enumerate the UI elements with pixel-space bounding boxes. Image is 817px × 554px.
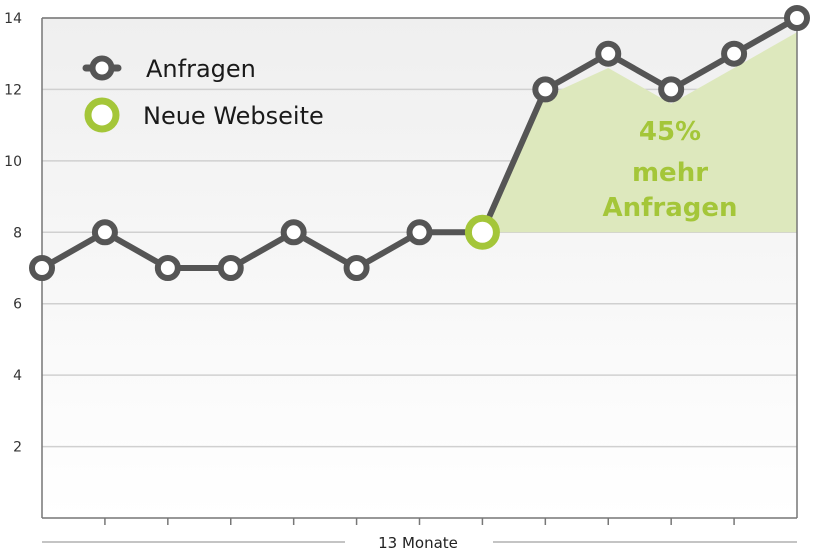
y-tick-label: 4 — [13, 368, 22, 384]
legend-label-neue-webseite: Neue Webseite — [143, 102, 324, 130]
y-tick-label: 2 — [13, 440, 22, 456]
data-point — [29, 255, 55, 281]
data-point — [280, 219, 307, 246]
highlight-point — [464, 214, 500, 250]
legend-item-neue-webseite: Neue Webseite — [84, 97, 324, 133]
data-point — [595, 40, 622, 67]
x-axis-ticks — [104, 518, 735, 525]
y-tick-label: 14 — [4, 11, 22, 27]
data-point — [91, 219, 118, 246]
growth-area-fill — [482, 32, 797, 233]
y-tick-label: 6 — [13, 297, 22, 313]
data-point — [721, 40, 748, 67]
data-point — [532, 76, 559, 103]
legend-label-anfragen: Anfragen — [146, 55, 256, 83]
annotation-line: Anfragen — [602, 193, 737, 223]
y-axis-ticks: 2 4 6 8 10 12 14 — [4, 11, 22, 456]
legend-item-anfragen: Anfragen — [82, 55, 256, 83]
legend: Anfragen Neue Webseite — [82, 55, 324, 133]
y-tick-label: 10 — [4, 154, 22, 170]
annotation-line: mehr — [632, 158, 708, 188]
growth-area — [482, 32, 797, 233]
data-point — [784, 5, 810, 31]
data-point — [406, 219, 433, 246]
annotation-line: 45% — [639, 117, 701, 147]
data-point — [343, 255, 370, 281]
legend-marker-swatch — [89, 55, 115, 81]
annotation: 45% mehr Anfragen — [602, 117, 737, 223]
y-tick-label: 12 — [4, 82, 22, 98]
series-anfragen — [29, 5, 810, 281]
data-point — [154, 255, 181, 281]
data-point — [217, 255, 244, 281]
x-axis-label: 13 Monate — [378, 534, 458, 552]
y-tick-label: 8 — [13, 225, 22, 241]
legend-highlight-swatch — [84, 97, 120, 133]
x-axis-label-group: 13 Monate — [42, 534, 797, 552]
data-point — [658, 76, 685, 103]
